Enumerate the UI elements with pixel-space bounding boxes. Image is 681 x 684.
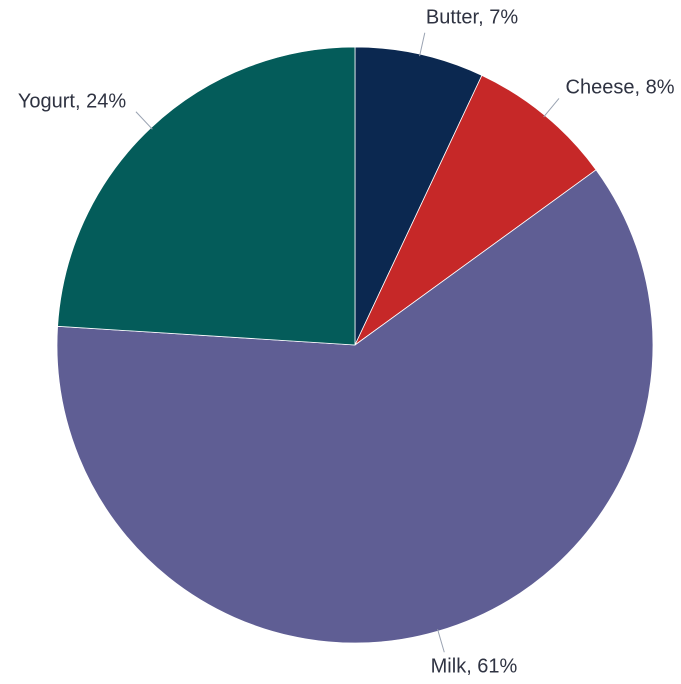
data-labels: Butter, 7% Cheese, 8% Milk, 61% Yogurt, 24% [18, 6, 675, 677]
data-label-yogurt: Yogurt, 24% [18, 90, 126, 112]
leader-lines [135, 32, 560, 653]
pie-slices [56, 46, 654, 644]
leader-line-butter [419, 32, 426, 57]
data-label-milk: Milk, 61% [431, 655, 518, 677]
data-label-butter: Butter, 7% [426, 6, 518, 28]
leader-line-milk [437, 629, 445, 653]
data-label-cheese: Cheese, 8% [566, 76, 675, 98]
leader-line-cheese [543, 98, 560, 118]
leader-line-yogurt [135, 111, 153, 130]
